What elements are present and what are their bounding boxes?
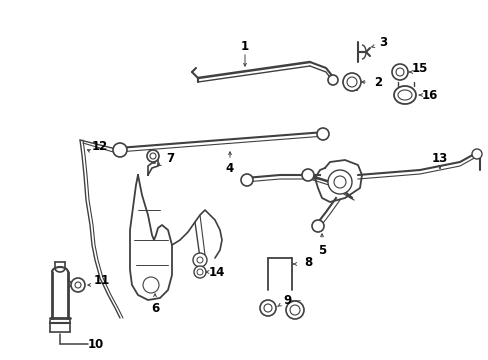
- Text: 13: 13: [431, 152, 447, 165]
- Text: 16: 16: [421, 89, 437, 102]
- Circle shape: [316, 128, 328, 140]
- Text: 14: 14: [208, 266, 225, 279]
- Text: 12: 12: [92, 140, 108, 153]
- Text: 8: 8: [303, 256, 311, 269]
- Text: 11: 11: [94, 274, 110, 287]
- Circle shape: [147, 150, 159, 162]
- Circle shape: [260, 300, 275, 316]
- Circle shape: [194, 266, 205, 278]
- Circle shape: [285, 301, 304, 319]
- Text: 7: 7: [165, 152, 174, 165]
- Text: 4: 4: [225, 162, 234, 175]
- Text: 1: 1: [241, 40, 248, 53]
- Circle shape: [342, 73, 360, 91]
- Text: 15: 15: [411, 62, 427, 75]
- Text: 9: 9: [284, 293, 291, 306]
- Text: 5: 5: [317, 243, 325, 257]
- Circle shape: [327, 170, 351, 194]
- Text: 6: 6: [151, 302, 159, 315]
- Circle shape: [193, 253, 206, 267]
- Circle shape: [327, 75, 337, 85]
- Circle shape: [71, 278, 85, 292]
- Circle shape: [391, 64, 407, 80]
- Circle shape: [311, 220, 324, 232]
- Circle shape: [302, 169, 313, 181]
- Text: 10: 10: [88, 338, 104, 351]
- Circle shape: [142, 277, 159, 293]
- Text: 2: 2: [373, 76, 381, 89]
- Circle shape: [471, 149, 481, 159]
- Circle shape: [113, 143, 127, 157]
- Circle shape: [241, 174, 252, 186]
- Text: 3: 3: [378, 36, 386, 49]
